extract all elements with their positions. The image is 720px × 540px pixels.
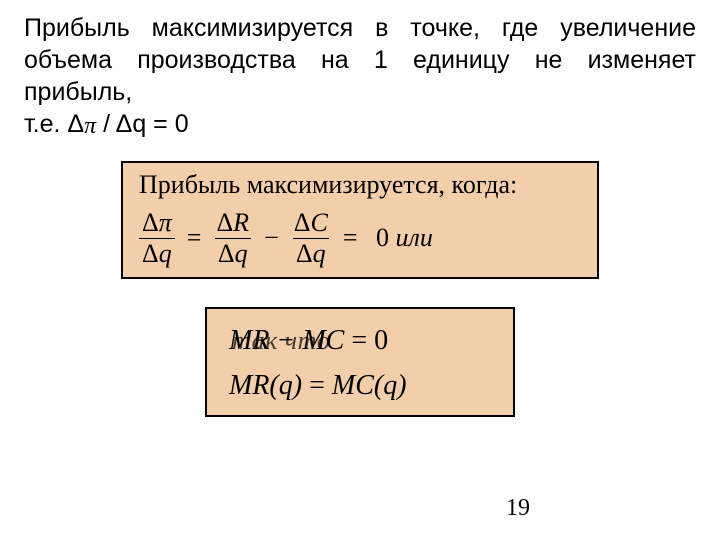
fraction-dc-dq-den: Δq bbox=[293, 238, 329, 267]
body-line-1: Прибыль максимизируется в точке, где уве… bbox=[24, 14, 696, 106]
fraction-dr-dq: ΔR Δq bbox=[213, 209, 252, 267]
formula-box-2: так что MR − MC = 0 MR(q) = MC(q) bbox=[205, 307, 515, 417]
page-number: 19 bbox=[506, 495, 530, 522]
fraction-dpi-dq-den: Δq bbox=[139, 238, 175, 267]
body-line-2-suffix: / Δq = 0 bbox=[96, 110, 188, 138]
formula-box-2-wrap: так что MR − MC = 0 MR(q) = MC(q) bbox=[24, 279, 696, 417]
equals-1: = bbox=[185, 222, 204, 255]
equals-2: = bbox=[341, 222, 360, 255]
body-paragraph: Прибыль максимизируется в точке, где уве… bbox=[24, 12, 696, 141]
slide-page: Прибыль максимизируется в точке, где уве… bbox=[0, 0, 720, 540]
fraction-dc-dq: ΔC Δq bbox=[291, 209, 331, 267]
body-line-2-prefix: т.е. Δ bbox=[24, 110, 84, 138]
formula-box-1-title: Прибыль максимизируется, когда: bbox=[139, 169, 581, 202]
fraction-dpi-dq-num: Δπ bbox=[139, 209, 175, 237]
mr-mc-zero-row: так что MR − MC = 0 bbox=[229, 323, 497, 358]
fraction-dc-dq-num: ΔC bbox=[291, 209, 331, 237]
fraction-dr-dq-num: ΔR bbox=[213, 209, 252, 237]
formula-box-1: Прибыль максимизируется, когда: Δπ Δq = … bbox=[121, 161, 599, 279]
fraction-dr-dq-den: Δq bbox=[215, 238, 251, 267]
fraction-dpi-dq: Δπ Δq bbox=[139, 209, 175, 267]
pi-symbol: π bbox=[84, 113, 96, 139]
formula-box-1-wrap: Прибыль максимизируется, когда: Δπ Δq = … bbox=[24, 159, 696, 279]
rhs-zero-ili: 0 или bbox=[369, 222, 432, 255]
mr-mc-main-text: MR − MC = 0 bbox=[229, 325, 388, 356]
mrq-eq-mcq-row: MR(q) = MC(q) bbox=[229, 368, 497, 403]
minus-op: − bbox=[262, 222, 281, 255]
formula-box-1-equation: Δπ Δq = ΔR Δq − ΔC Δq = 0 или bbox=[139, 209, 581, 267]
